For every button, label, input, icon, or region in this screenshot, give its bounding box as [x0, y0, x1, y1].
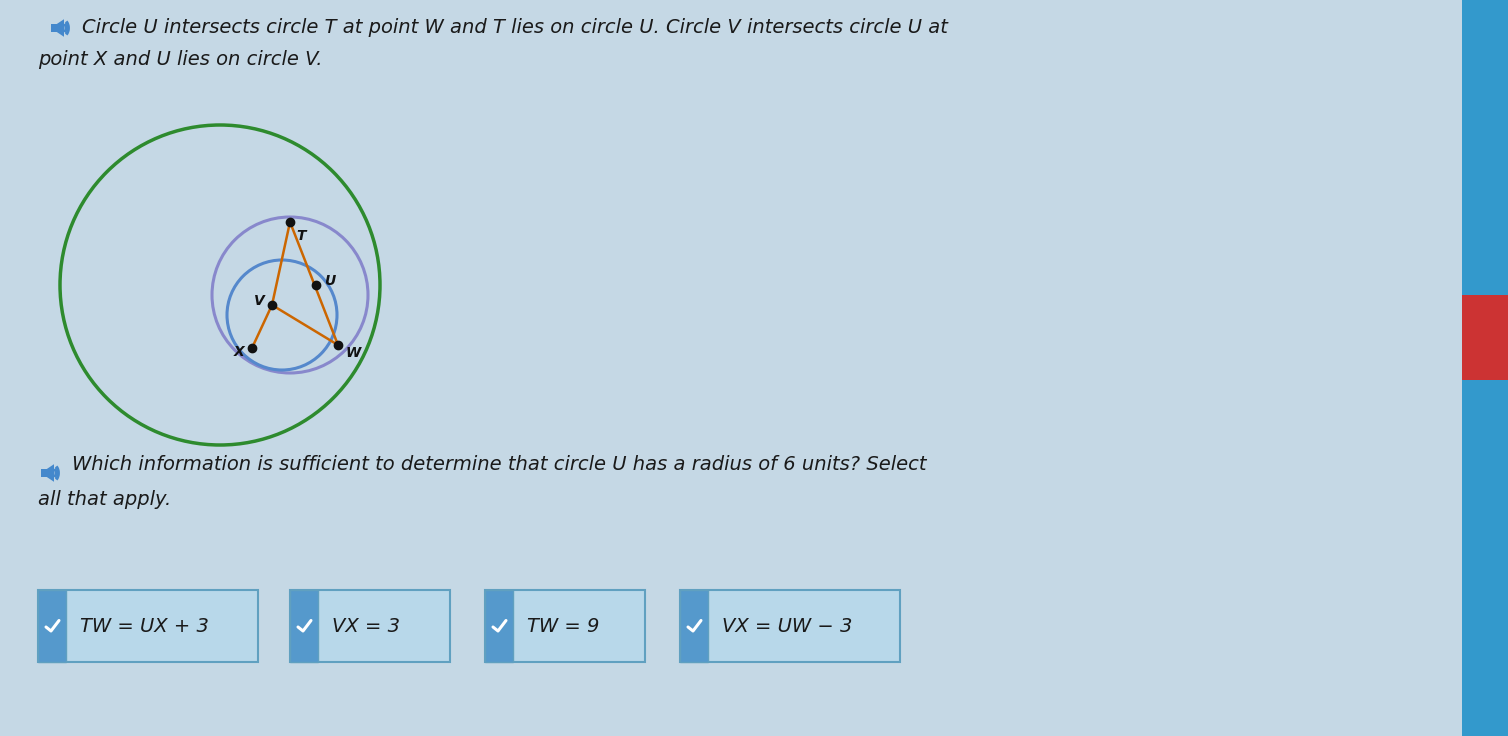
- Text: U: U: [324, 274, 335, 288]
- Bar: [1461, 0, 1508, 736]
- Text: VX = UW − 3: VX = UW − 3: [722, 617, 852, 635]
- Bar: [1461, 295, 1508, 380]
- FancyBboxPatch shape: [680, 590, 707, 662]
- Text: TW = UX + 3: TW = UX + 3: [80, 617, 210, 635]
- FancyBboxPatch shape: [486, 590, 513, 662]
- Polygon shape: [47, 464, 54, 482]
- Text: Which information is sufficient to determine that circle U has a radius of 6 uni: Which information is sufficient to deter…: [72, 455, 926, 474]
- FancyBboxPatch shape: [290, 590, 449, 662]
- Text: Circle U intersects circle T at point W and T lies on circle U. Circle V interse: Circle U intersects circle T at point W …: [81, 18, 949, 37]
- Polygon shape: [57, 19, 63, 37]
- Text: T: T: [296, 229, 306, 243]
- Text: X: X: [234, 345, 244, 359]
- FancyBboxPatch shape: [38, 590, 258, 662]
- FancyBboxPatch shape: [680, 590, 900, 662]
- FancyBboxPatch shape: [38, 590, 66, 662]
- Text: TW = 9: TW = 9: [526, 617, 599, 635]
- Text: all that apply.: all that apply.: [38, 490, 172, 509]
- Text: V: V: [253, 294, 265, 308]
- FancyBboxPatch shape: [290, 590, 318, 662]
- Text: W: W: [345, 346, 362, 360]
- Text: VX = 3: VX = 3: [332, 617, 400, 635]
- Bar: [41, 469, 47, 477]
- FancyBboxPatch shape: [486, 590, 645, 662]
- Bar: [51, 24, 57, 32]
- Text: point X and U lies on circle V.: point X and U lies on circle V.: [38, 50, 323, 69]
